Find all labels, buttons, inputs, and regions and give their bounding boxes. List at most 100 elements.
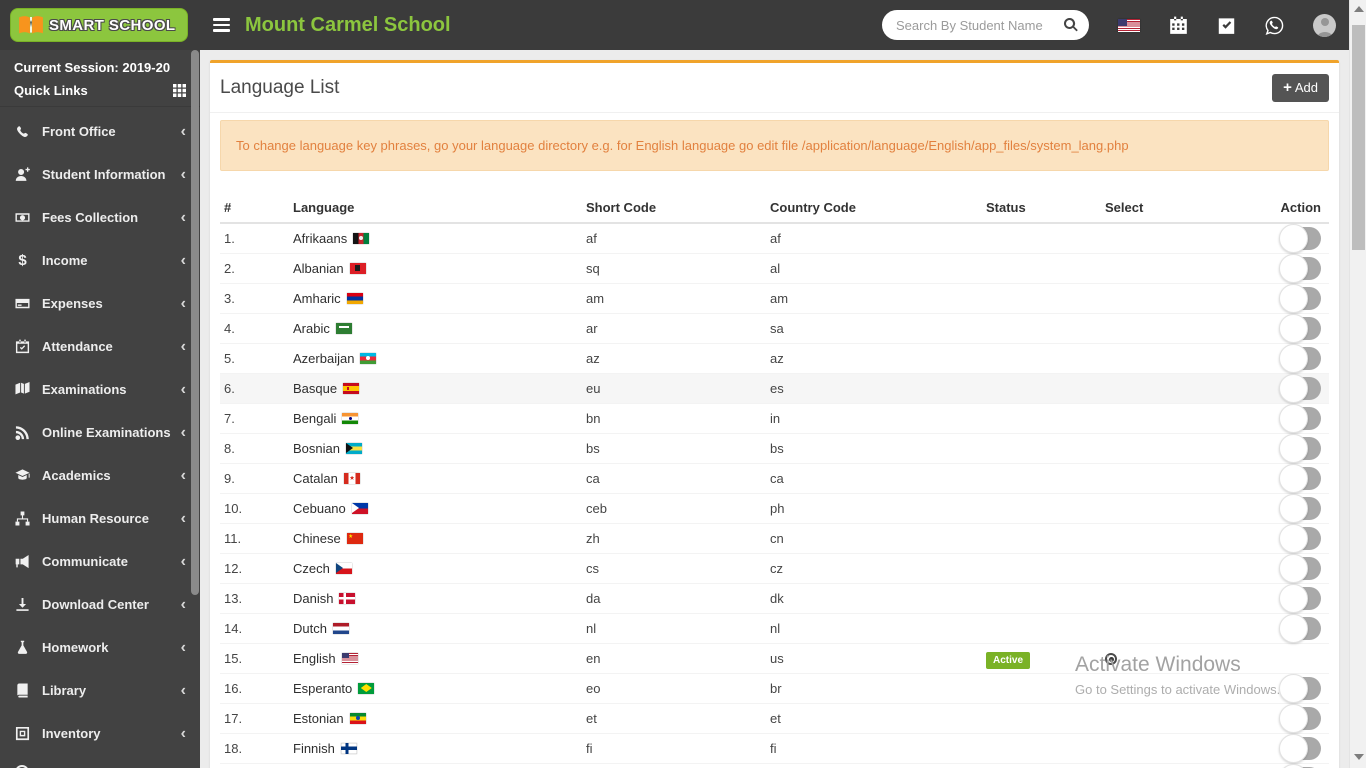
language-toggle[interactable] [1279,674,1321,703]
tasks-icon[interactable] [1217,16,1236,35]
flask-icon [14,639,31,656]
country-code: fi [766,733,982,764]
sidebar-item-human-resource[interactable]: Human Resource ‹ [0,497,200,540]
sidebar-item-attendance[interactable]: Attendance ‹ [0,325,200,368]
sidebar-item-front-office[interactable]: Front Office ‹ [0,110,200,153]
student-search [882,10,1089,40]
bahamas-flag-icon [345,442,362,454]
language-toggle[interactable] [1279,704,1321,733]
language-toggle[interactable] [1279,284,1321,313]
logo-area[interactable]: SMART SCHOOL [0,8,200,42]
hamburger-menu-icon[interactable] [213,18,230,32]
row-number: 17. [220,703,289,734]
short-code: en [582,643,766,674]
sidebar-scrollbar-thumb[interactable] [191,50,199,595]
row-number: 7. [220,403,289,434]
row-number: 8. [220,433,289,464]
language-toggle[interactable] [1279,524,1321,553]
sitemap-icon [14,510,31,527]
language-toggle[interactable] [1279,314,1321,343]
header-actions [882,10,1349,40]
language-toggle[interactable] [1279,554,1321,583]
sidebar-item-student-information[interactable]: Student Information ‹ [0,153,200,196]
table-row: 12. Czech cs cz [220,553,1329,584]
info-alert: To change language key phrases, go your … [220,120,1329,171]
czech-flag-icon [335,562,352,574]
sidebar-item-income[interactable]: $ Income ‹ [0,239,200,282]
row-number: 9. [220,463,289,494]
albania-flag-icon [349,262,366,274]
language-name: Finnish [293,740,335,756]
language-flag-icon[interactable] [1118,18,1140,32]
sidebar-item-inventory[interactable]: Inventory ‹ [0,712,200,755]
map-icon [14,381,31,398]
quick-links-grid-icon[interactable] [173,84,186,97]
sidebar-item-communicate[interactable]: Communicate ‹ [0,540,200,583]
country-code: cz [766,553,982,584]
add-button[interactable]: + Add [1272,73,1329,102]
row-number: 12. [220,553,289,584]
sidebar-item-fees-collection[interactable]: Fees Collection ‹ [0,196,200,239]
whatsapp-icon[interactable] [1265,16,1284,35]
page-scrollbar[interactable] [1349,0,1366,768]
short-code: az [582,343,766,374]
language-toggle[interactable] [1279,734,1321,763]
azerbaijan-flag-icon [360,352,377,364]
user-avatar[interactable] [1313,13,1336,37]
country-code [766,763,982,768]
row-number: 4. [220,313,289,344]
language-toggle[interactable] [1279,614,1321,643]
calendar-icon[interactable] [1169,16,1188,35]
language-name: Chinese [293,530,341,546]
box-icon [14,725,31,742]
language-name: Estonian [293,710,344,726]
country-code: af [766,223,982,254]
language-name: Cebuano [293,500,346,516]
column-header: Language [289,199,582,224]
sidebar-item-expenses[interactable]: Expenses ‹ [0,282,200,325]
language-name: English [293,650,336,666]
short-code: ceb [582,493,766,524]
short-code: zh [582,523,766,554]
bullhorn-icon [14,553,31,570]
table-row: 7. Bengali bn in [220,403,1329,434]
sidebar-item-examinations[interactable]: Examinations ‹ [0,368,200,411]
short-code [582,763,766,768]
language-name: Bosnian [293,440,340,456]
language-toggle[interactable] [1279,494,1321,523]
select-radio[interactable] [1105,653,1117,666]
language-toggle[interactable] [1279,254,1321,283]
country-code: al [766,253,982,284]
afghanistan-flag-icon [353,232,370,244]
language-toggle[interactable] [1279,404,1321,433]
language-toggle[interactable] [1279,224,1321,254]
short-code: ca [582,463,766,494]
search-input[interactable] [896,17,1063,33]
sidebar-item-academics[interactable]: Academics ‹ [0,454,200,497]
language-toggle[interactable] [1279,344,1321,373]
language-toggle[interactable] [1279,464,1321,493]
sidebar-item-homework[interactable]: Homework ‹ [0,626,200,669]
row-number: 5. [220,343,289,374]
language-toggle[interactable] [1279,374,1321,403]
user-plus-icon [14,166,31,183]
sidebar-item-download-center[interactable]: Download Center ‹ [0,583,200,626]
table-row: 11. Chinese zh cn [220,523,1329,554]
table-header-row: # Language Short Code Country Code Status Sel… [220,199,1329,224]
scrollbar-thumb[interactable] [1352,25,1365,250]
saudi-arabia-flag-icon [335,322,352,334]
graduation-cap-icon [14,467,31,484]
column-header: Short Code [582,199,766,224]
table-row: 14. Dutch nl nl [220,613,1329,644]
table-row: 16. Esperanto eo br [220,673,1329,704]
page-title: Language List [220,76,340,98]
scroll-down-arrow[interactable] [1354,754,1364,760]
sidebar-item-library[interactable]: Library ‹ [0,669,200,712]
scroll-up-arrow[interactable] [1354,6,1364,12]
language-toggle[interactable] [1279,434,1321,463]
table-row: 6. Basque eu es [220,373,1329,404]
sidebar-item-online-examinations[interactable]: Online Examinations ‹ [0,411,200,454]
table-row: 1. Afrikaans af af [220,223,1329,254]
language-toggle[interactable] [1279,584,1321,613]
search-icon[interactable] [1063,17,1079,33]
